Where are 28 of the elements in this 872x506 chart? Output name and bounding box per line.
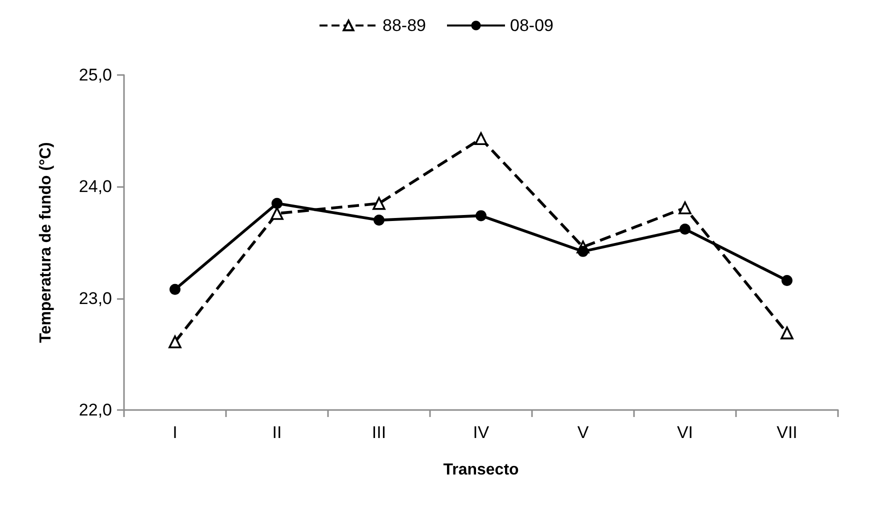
point	[372, 197, 386, 210]
point	[780, 326, 794, 340]
point	[168, 335, 182, 348]
point	[474, 132, 488, 146]
legend-label: 88-89	[382, 16, 426, 35]
x-tick-label: IV	[472, 423, 490, 442]
point	[782, 274, 792, 286]
x-axis-title: Transecto	[443, 462, 520, 478]
point	[170, 284, 180, 295]
x-tick-label: III	[372, 423, 386, 442]
point	[476, 210, 486, 222]
y-tick-label: 23,0	[78, 288, 112, 308]
y-tick-label: 22,0	[78, 400, 112, 420]
y-tick-label: 25,0	[78, 66, 112, 84]
point	[270, 207, 284, 220]
x-tick-label: V	[577, 423, 590, 442]
point	[678, 201, 692, 214]
x-tick-label: I	[172, 423, 178, 442]
x-tick-label: II	[272, 423, 282, 442]
point	[578, 246, 588, 257]
y-axis-title: Temperatura de fundo (°C)	[38, 142, 54, 343]
point	[680, 224, 690, 235]
point	[272, 198, 282, 209]
point	[374, 214, 384, 226]
legend-label: 08-09	[510, 16, 554, 35]
y-tick-label: 24,0	[78, 177, 112, 196]
x-tick-label: VI	[676, 423, 694, 442]
x-tick-label: VII	[776, 423, 798, 442]
